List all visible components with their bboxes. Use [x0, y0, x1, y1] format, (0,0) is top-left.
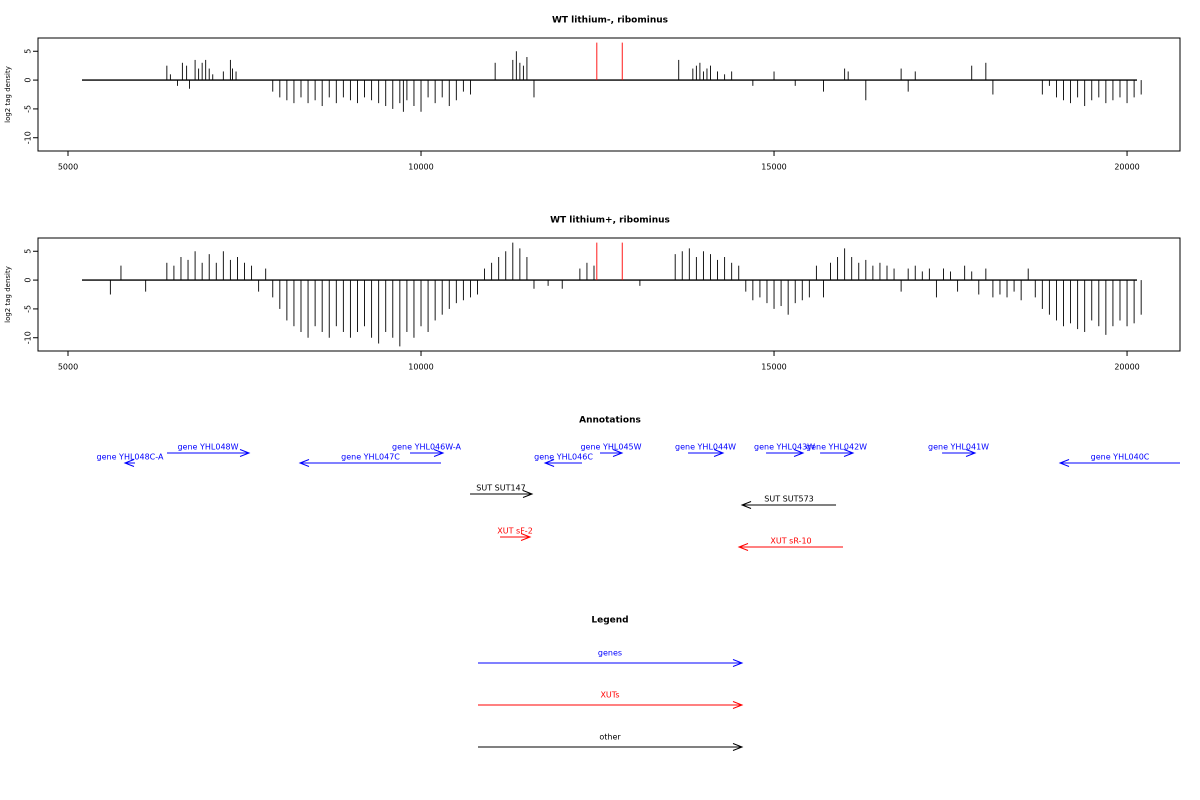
arrowhead — [433, 449, 445, 457]
arrowhead — [732, 743, 744, 751]
x-tick-label: 5000 — [58, 363, 78, 372]
y-tick-label: 5 — [24, 249, 33, 254]
arrowhead — [732, 701, 744, 709]
feature-label: XUT sF-2 — [497, 527, 533, 536]
legend-label: genes — [598, 649, 622, 658]
plot-frame — [37, 37, 1181, 152]
y-axis-label: log2 tag density — [4, 266, 12, 323]
y-tick-label: 0 — [24, 78, 33, 83]
y-tick-label: 0 — [24, 278, 33, 283]
feature-label: gene YHL045W — [580, 443, 641, 452]
feature-label: gene YHL046C — [534, 453, 593, 462]
x-tick-label: 15000 — [761, 363, 786, 372]
x-tick-label: 20000 — [1114, 163, 1139, 172]
plot-frame — [37, 237, 1181, 352]
feature-label: gene YHL041W — [928, 443, 989, 452]
x-tick-label: 10000 — [408, 163, 433, 172]
arrowhead — [713, 449, 725, 457]
feature-label: gene YHL043W — [754, 443, 815, 452]
feature-label: gene YHL044W — [675, 443, 736, 452]
y-tick-label: -5 — [24, 305, 33, 313]
y-tick-label: -10 — [24, 131, 33, 144]
legend-label: other — [599, 733, 621, 742]
feature-label: SUT SUT147 — [476, 484, 525, 493]
feature-label: gene YHL040C — [1091, 453, 1150, 462]
arrowhead — [965, 449, 977, 457]
y-tick-label: -5 — [24, 105, 33, 113]
legend-title: Legend — [591, 616, 628, 626]
feature-label: gene YHL046W-A — [392, 443, 461, 452]
feature-label: gene YHL048C-A — [97, 453, 164, 462]
feature-label: gene YHL042W — [806, 443, 867, 452]
x-tick-label: 20000 — [1114, 363, 1139, 372]
arrowhead — [793, 449, 805, 457]
arrowhead — [612, 449, 624, 457]
arrowhead — [732, 659, 744, 667]
arrowhead — [123, 459, 135, 467]
x-tick-label: 15000 — [761, 163, 786, 172]
arrowhead — [843, 449, 855, 457]
annotations-title: Annotations — [579, 416, 641, 426]
arrowhead — [239, 449, 251, 457]
arrowhead — [520, 533, 532, 541]
feature-label: gene YHL047C — [341, 453, 400, 462]
arrowhead — [737, 543, 749, 551]
y-axis-label: log2 tag density — [4, 66, 12, 123]
chart-title: WT lithium-, ribominus — [552, 16, 668, 26]
feature-label: gene YHL048W — [177, 443, 238, 452]
arrowhead — [543, 459, 555, 467]
arrowhead — [298, 459, 310, 467]
feature-label: SUT SUT573 — [764, 495, 813, 504]
chart-title: WT lithium+, ribominus — [550, 216, 670, 226]
x-tick-label: 10000 — [408, 363, 433, 372]
legend-label: XUTs — [600, 691, 619, 700]
x-tick-label: 5000 — [58, 163, 78, 172]
y-tick-label: -10 — [24, 331, 33, 344]
arrowhead — [740, 501, 752, 509]
feature-label: XUT sR-10 — [770, 537, 811, 546]
arrowhead — [1058, 459, 1070, 467]
y-tick-label: 5 — [24, 49, 33, 54]
arrowhead — [522, 490, 534, 498]
